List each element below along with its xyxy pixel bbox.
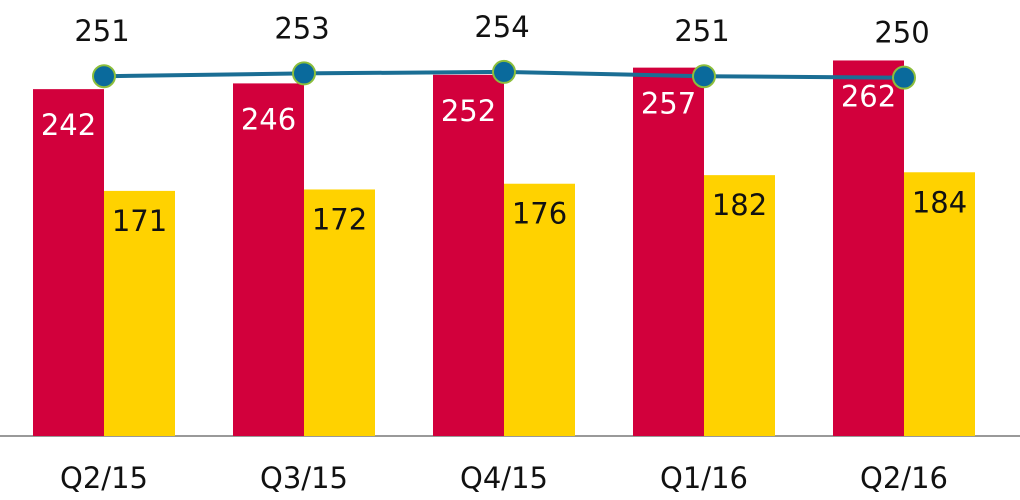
data-label: 176 xyxy=(512,197,567,231)
x-tick-label: Q2/16 xyxy=(860,461,948,495)
x-tick-label: Q2/15 xyxy=(60,461,148,495)
line-marker xyxy=(292,61,316,86)
x-tick-label: Q1/16 xyxy=(660,461,748,495)
line-marker xyxy=(692,64,716,89)
line-label: 250 xyxy=(874,16,929,50)
bar xyxy=(104,190,175,436)
x-tick-label: Q4/15 xyxy=(460,461,548,495)
data-label: 171 xyxy=(112,204,167,238)
data-label: 242 xyxy=(41,108,96,142)
data-label: 182 xyxy=(712,188,767,222)
data-label: 172 xyxy=(312,202,367,236)
data-label: 257 xyxy=(641,87,696,121)
bar xyxy=(433,74,504,437)
line-marker xyxy=(492,59,516,84)
line-label: 251 xyxy=(674,14,729,48)
x-tick-label: Q3/15 xyxy=(260,461,348,495)
bar xyxy=(833,60,904,436)
data-label: 184 xyxy=(912,185,967,219)
data-label: 262 xyxy=(841,79,896,113)
data-label: 252 xyxy=(441,94,496,128)
line-marker xyxy=(92,64,116,89)
line-label: 254 xyxy=(474,10,529,44)
data-label: 246 xyxy=(241,102,296,136)
line-label: 253 xyxy=(274,11,329,45)
line-marker xyxy=(892,65,916,90)
line-label: 251 xyxy=(74,14,129,48)
bar xyxy=(504,183,575,436)
bar xyxy=(33,89,104,436)
bar xyxy=(904,172,975,436)
bar xyxy=(233,83,304,437)
bar xyxy=(304,189,375,436)
bar xyxy=(633,67,704,436)
bar xyxy=(704,175,775,436)
